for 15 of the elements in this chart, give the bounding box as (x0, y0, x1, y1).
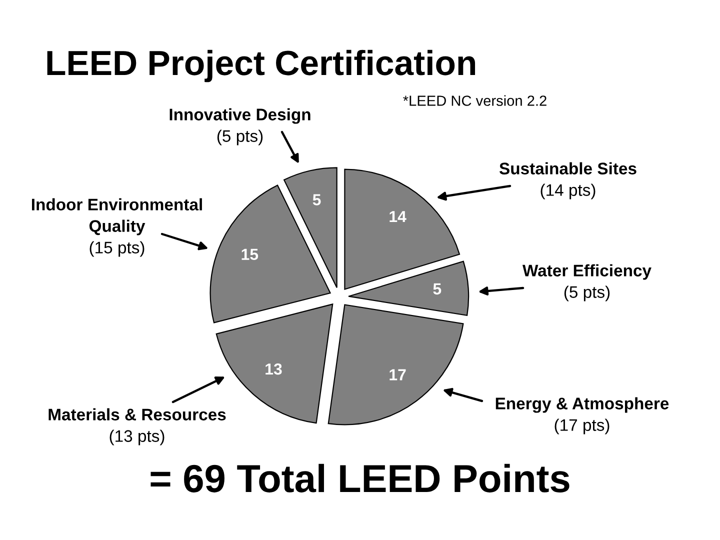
slice-label: Energy & Atmosphere (17 pts) (496, 397, 669, 434)
data-label: 17 (390, 369, 406, 380)
chart-title: LEED Project Certification (47, 50, 476, 82)
slice-label: Sustainable Sites (14 pts) (499, 162, 636, 200)
text: *LEED NC version 2.2 (403, 95, 546, 106)
data-label: 15 (242, 248, 258, 260)
data-label: 14 (390, 211, 406, 222)
slice-label: Innovative Design (5 pts) (170, 108, 310, 146)
text: = 69 Total LEED Points (150, 464, 570, 492)
data-label: 5 (433, 283, 442, 295)
slice-label: Materials & Resources (13 pts) (48, 408, 226, 446)
slice-label: Water Efficiency (5 pts) (522, 264, 652, 302)
slice-label: Indoor Environmental Quality (15 pts) (32, 198, 202, 257)
data-label: 13 (266, 363, 282, 375)
data-label: 5 (312, 194, 321, 206)
